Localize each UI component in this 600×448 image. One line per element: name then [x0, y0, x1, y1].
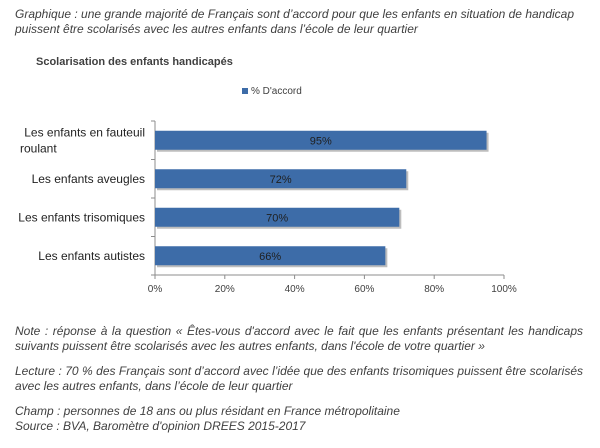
- legend-label: % D'accord: [251, 86, 302, 97]
- bar-chart: % D'accord 0% 20% 40% 60% 80% 100% 95% Les enfan…: [18, 86, 517, 295]
- category-label: Les enfants trisomiques: [18, 210, 145, 224]
- data-label: 95%: [310, 135, 332, 147]
- notes-block: Note : réponse à la question « Êtes-vous…: [15, 324, 583, 434]
- data-label: 66%: [259, 251, 281, 263]
- chart-caption: Graphique : une grande majorité de Franç…: [15, 7, 575, 36]
- legend-swatch: [242, 88, 248, 94]
- x-tick-label: 40%: [285, 284, 305, 295]
- note-scope: Champ : personnes de 18 ans ou plus rési…: [15, 404, 400, 418]
- x-tick-label: 100%: [491, 284, 517, 295]
- note-question: Note : réponse à la question « Êtes-vous…: [15, 324, 583, 353]
- category-label: roulant: [20, 141, 57, 155]
- bar: [155, 169, 407, 189]
- note-reading: Lecture : 70 % des Français sont d’accor…: [15, 364, 583, 393]
- category-label: Les enfants aveugles: [32, 172, 145, 186]
- bar: [155, 246, 386, 266]
- x-tick-label: 0%: [148, 284, 163, 295]
- bar: [155, 130, 487, 150]
- x-tick-label: 20%: [215, 284, 235, 295]
- chart-title: Scolarisation des enfants handicapés: [36, 56, 233, 68]
- x-tick-label: 60%: [354, 284, 374, 295]
- x-tick-label: 80%: [424, 284, 444, 295]
- category-label: Les enfants autistes: [38, 249, 145, 263]
- category-label: Les enfants en fauteuil: [24, 125, 145, 139]
- bar: [155, 207, 400, 227]
- data-label: 72%: [270, 174, 292, 186]
- data-label: 70%: [266, 212, 288, 224]
- note-source: Source : BVA, Baromètre d'opinion DREES …: [15, 419, 306, 433]
